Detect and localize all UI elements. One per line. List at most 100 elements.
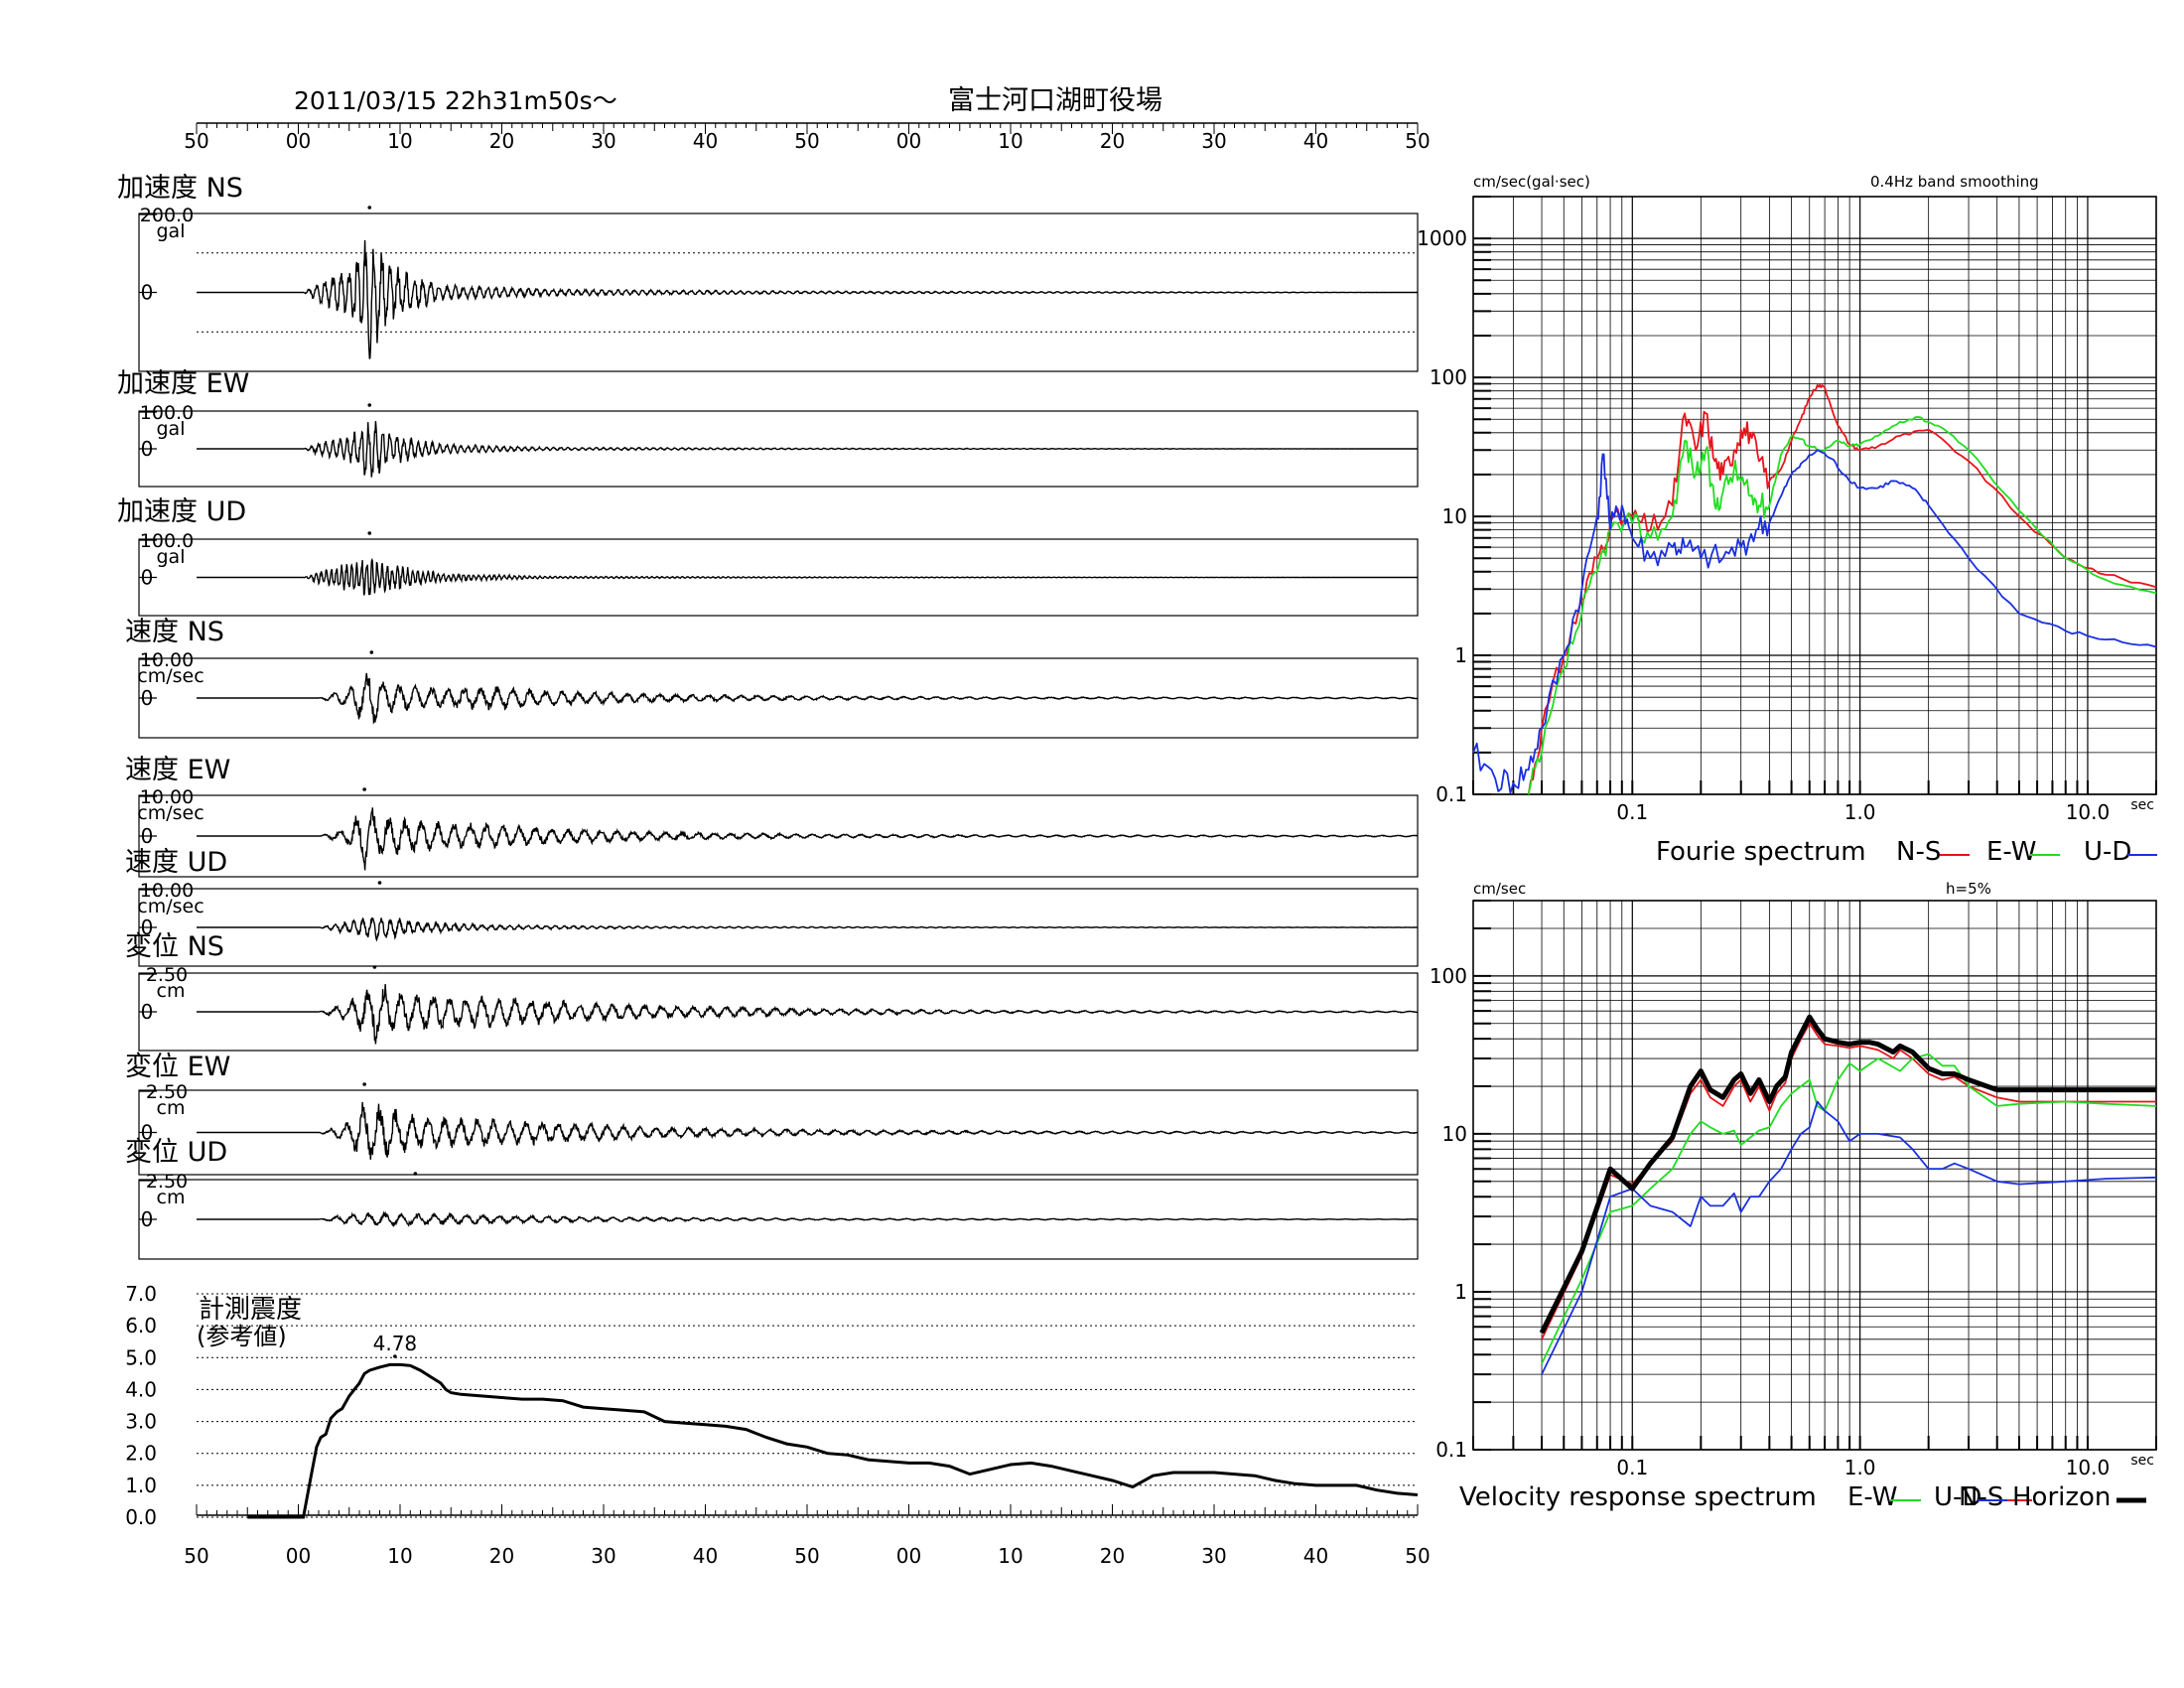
time-tick-label: 20 (489, 129, 514, 153)
panel-title: 変位 EW (125, 1052, 230, 1082)
zero-label: 0 (141, 1000, 154, 1024)
zero-label: 0 (141, 1207, 154, 1231)
zero-label: 0 (141, 281, 154, 305)
time-tick-label: 20 (489, 1544, 514, 1568)
spectrum-frame (1472, 900, 2157, 1451)
spectrum-y-tick-label: 100 (1430, 964, 1467, 988)
time-tick-label: 50 (794, 1544, 819, 1568)
time-tick-label: 50 (1405, 129, 1430, 153)
peak-marker (413, 1172, 418, 1176)
intensity-subtitle: (参考値) (197, 1323, 287, 1350)
legend-label: Horizon (2012, 1482, 2111, 1512)
scale-label: 10.00 (140, 649, 194, 671)
time-tick-label: 50 (794, 129, 819, 153)
spectrum-y-tick-label: 1 (1454, 1280, 1467, 1304)
legend-label: U-D (2084, 837, 2131, 867)
spectrum-series-n-s (1541, 1022, 2156, 1340)
spectrum-series-n-s (1527, 383, 2157, 795)
waveform-trace (197, 1101, 1419, 1160)
waveform-trace (197, 421, 1418, 478)
zero-label: 0 (141, 824, 154, 848)
panel-title: 変位 NS (125, 931, 224, 962)
waveform-trace (197, 672, 1419, 725)
scale-label: 2.50 (146, 1171, 188, 1193)
time-tick-label: 10 (998, 1544, 1023, 1568)
time-tick-label: 40 (1303, 129, 1328, 153)
zero-label: 0 (141, 566, 154, 590)
zero-label: 0 (141, 915, 154, 939)
spectrum-series-u-d (1541, 1100, 2157, 1375)
scale-label: 200.0 (140, 205, 194, 226)
time-tick-label: 20 (1100, 129, 1125, 153)
spectrum-y-tick-label: 100 (1430, 365, 1467, 389)
intensity-peak-label: 4.78 (373, 1332, 418, 1355)
time-tick-label: 40 (1303, 1544, 1328, 1568)
spectrum-series-u-d (1472, 449, 2157, 794)
time-tick-label: 50 (1405, 1544, 1430, 1568)
spectrum-x-tick-label: 1.0 (1844, 1456, 1876, 1479)
time-tick-label: 10 (998, 129, 1023, 153)
waveform-trace (197, 1210, 1418, 1228)
intensity-trace (247, 1362, 1419, 1519)
spectrum-y-tick-label: 10 (1442, 504, 1467, 528)
time-tick-label: 10 (387, 129, 412, 153)
unit-label: gal (157, 546, 186, 568)
spectrum-y-unit: cm/sec(gal·sec) (1473, 173, 1590, 191)
panel-title: 速度 NS (125, 617, 224, 647)
spectrum-x-tick-label: 10.0 (2066, 800, 2111, 824)
spectrum-annotation: 0.4Hz band smoothing (1870, 173, 2039, 191)
waveform-trace (197, 557, 1418, 596)
time-axis-top: 50 00 10 20 30 40 50 00 10 20 30 40 50 (184, 122, 1431, 153)
spectrum-x-tick-label: 0.1 (1616, 800, 1648, 824)
spectrum-y-tick-label: 1 (1454, 643, 1467, 667)
intensity-tick-label: 1.0 (125, 1474, 157, 1497)
time-tick-label: 30 (1201, 1544, 1226, 1568)
intensity-tick-label: 5.0 (125, 1345, 157, 1369)
time-tick-label: 40 (693, 1544, 718, 1568)
time-tick-label: 00 (896, 129, 921, 153)
legend-label: U-D (1934, 1482, 1981, 1512)
scale-label: 10.00 (140, 786, 194, 808)
unit-label: gal (157, 220, 186, 242)
intensity-tick-label: 4.0 (125, 1377, 157, 1401)
intensity-tick-label: 3.0 (125, 1410, 157, 1434)
spectrum-y-unit: cm/sec (1473, 880, 1526, 898)
panel-title: 加速度 EW (117, 368, 249, 399)
spectrum-series-e-w (1541, 1053, 2157, 1364)
panel-title: 加速度 UD (117, 496, 246, 527)
spectrum-series-horizon (1539, 1014, 2156, 1335)
panel-title: 加速度 NS (117, 173, 243, 204)
intensity-tick-label: 2.0 (125, 1442, 157, 1466)
time-tick-label: 30 (591, 1544, 615, 1568)
unit-label: cm (157, 1187, 186, 1208)
scale-label: 100.0 (140, 402, 194, 424)
peak-marker (369, 650, 374, 654)
velocity-response-spectrum-panel: cm/sec h=5% 0.1 1.0 10.0 sec 100 10 1 0.1 Velocity… (1430, 880, 2157, 1512)
time-axis-bottom: 50 00 10 20 30 40 50 00 10 20 30 40 50 (184, 1504, 1431, 1568)
time-tick-label: 20 (1100, 1544, 1125, 1568)
panel-title: 速度 UD (125, 847, 227, 878)
spectrum-x-unit: sec (2130, 1453, 2154, 1469)
scale-label: 2.50 (146, 1081, 188, 1103)
peak-marker (367, 531, 372, 535)
spectrum-series-e-w (1527, 416, 2157, 795)
waveform-trace (197, 807, 1419, 871)
scale-label: 10.00 (140, 880, 194, 902)
intensity-peak-marker (393, 1354, 397, 1358)
fourier-spectrum-panel: cm/sec(gal·sec) 0.4Hz band smoothing 0.1 1.… (1417, 173, 2157, 867)
intensity-tick-label: 0.0 (125, 1505, 157, 1529)
unit-label: cm (157, 1097, 186, 1119)
scale-label: 2.50 (146, 964, 188, 986)
panel-title: 速度 EW (125, 755, 230, 785)
unit-label: cm/sec (137, 802, 204, 824)
legend-label: E-W (1986, 837, 2036, 867)
intensity-tick-label: 7.0 (125, 1282, 157, 1306)
